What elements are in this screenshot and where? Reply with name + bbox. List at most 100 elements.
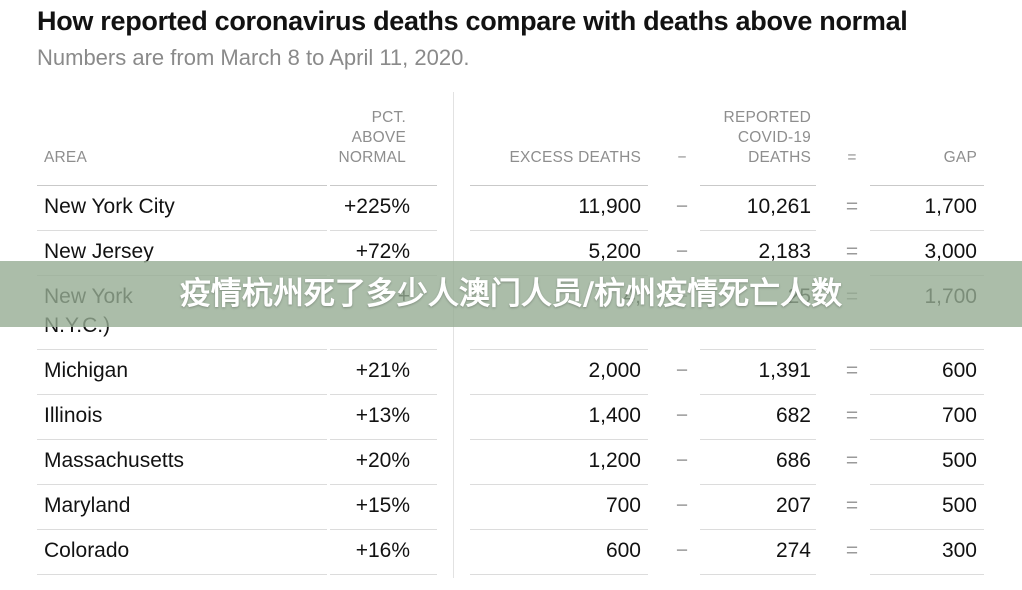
cell-reported-deaths: 207 [775,494,811,517]
row-separator [330,574,437,575]
cell-gap: 3,000 [924,240,977,263]
cell-reported-deaths: 686 [775,449,811,472]
cell-pct-above-normal: +225% [344,195,410,218]
row-separator [870,230,984,231]
row-separator [700,349,816,350]
minus-icon: − [675,494,689,517]
cell-pct-above-normal: +13% [355,404,410,427]
equals-icon: = [845,359,859,382]
cell-area: Colorado [44,539,130,562]
header-equals-icon: = [847,149,857,166]
header-pct-line3: NORMAL [338,149,406,166]
watermark-banner [0,261,1022,327]
row-separator [870,394,984,395]
row-separator [870,529,984,530]
row-separator [700,230,816,231]
cell-gap: 700 [941,404,977,427]
minus-icon: − [675,359,689,382]
column-divider [453,92,454,578]
cell-reported-deaths: 682 [775,404,811,427]
table-title: How reported coronavirus deaths compare … [37,6,908,36]
row-separator [330,484,437,485]
row-separator [870,439,984,440]
cell-gap: 500 [941,494,977,517]
row-separator [700,439,816,440]
row-separator [870,349,984,350]
row-separator [37,185,327,186]
row-separator [700,484,816,485]
row-separator [870,484,984,485]
cell-area: New Jersey [44,240,154,263]
cell-excess-deaths: 2,000 [588,359,641,382]
cell-reported-deaths: 274 [775,539,811,562]
cell-excess-deaths: 5,200 [588,240,641,263]
header-minus-icon: − [677,149,687,166]
row-separator [37,439,327,440]
header-gap: GAP [943,149,977,166]
header-pct-line1: PCT. [371,109,406,126]
cell-area: Maryland [44,494,131,517]
minus-icon: − [675,404,689,427]
cell-pct-above-normal: +15% [355,494,410,517]
header-pct-line2: ABOVE [351,129,406,146]
cell-area: Michigan [44,359,129,382]
row-separator [470,574,648,575]
minus-icon: − [675,449,689,472]
cell-area: Illinois [44,404,103,427]
row-separator [700,185,816,186]
cell-reported-deaths: 1,391 [758,359,811,382]
cell-excess-deaths: 1,400 [588,404,641,427]
row-separator [330,185,437,186]
row-separator [870,574,984,575]
cell-reported-deaths: 10,261 [746,195,811,218]
equals-icon: = [845,240,859,263]
equals-icon: = [845,404,859,427]
cell-area: Massachusetts [44,449,185,472]
equals-icon: = [845,195,859,218]
row-separator [470,230,648,231]
row-separator [37,230,327,231]
row-separator [470,484,648,485]
cell-excess-deaths: 1,200 [588,449,641,472]
header-reported-line3: DEATHS [748,149,811,166]
cell-pct-above-normal: +72% [355,240,410,263]
row-separator [470,439,648,440]
cell-gap: 600 [941,359,977,382]
cell-pct-above-normal: +16% [355,539,410,562]
row-separator [330,529,437,530]
equals-icon: = [845,449,859,472]
row-separator [330,394,437,395]
row-separator [700,529,816,530]
row-separator [37,394,327,395]
header-reported-line2: COVID-19 [737,129,811,146]
table-subtitle: Numbers are from March 8 to April 11, 20… [37,45,470,70]
minus-icon: − [675,240,689,263]
row-separator [870,185,984,186]
minus-icon: − [675,195,689,218]
cell-area: New York City [44,195,175,218]
header-reported-line1: REPORTED [723,109,811,126]
row-separator [470,394,648,395]
row-separator [37,349,327,350]
cell-gap: 300 [941,539,977,562]
row-separator [700,574,816,575]
cell-gap: 1,700 [924,195,977,218]
row-separator [330,439,437,440]
row-separator [37,529,327,530]
row-separator [470,529,648,530]
equals-icon: = [845,539,859,562]
cell-excess-deaths: 600 [605,539,641,562]
cell-gap: 500 [941,449,977,472]
cell-reported-deaths: 2,183 [758,240,811,263]
cell-excess-deaths: 700 [605,494,641,517]
row-separator [700,394,816,395]
header-area: AREA [44,149,88,166]
cell-pct-above-normal: +20% [355,449,410,472]
row-separator [37,484,327,485]
minus-icon: − [675,539,689,562]
cell-excess-deaths: 11,900 [578,195,641,218]
header-excess-deaths: EXCESS DEATHS [509,149,641,166]
watermark-text: 疫情杭州死了多少人澳门人员/杭州疫情死亡人数 [179,276,843,312]
equals-icon: = [845,494,859,517]
row-separator [330,349,437,350]
